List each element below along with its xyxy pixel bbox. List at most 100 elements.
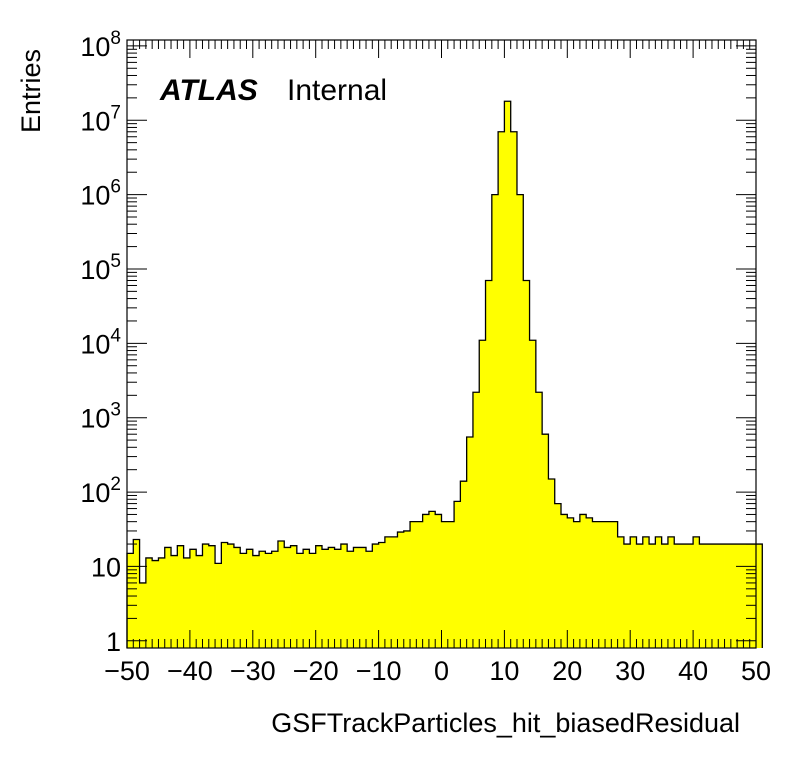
histogram-bin [309, 553, 317, 648]
histogram-bin [359, 547, 367, 648]
y-tick-label: 105 [80, 251, 121, 285]
histogram-bin [756, 544, 763, 648]
histogram-bin [472, 392, 480, 648]
y-tick-label: 108 [80, 28, 121, 62]
histogram-bin [699, 544, 707, 648]
histogram-bin [711, 544, 719, 648]
y-tick-label: 106 [80, 177, 121, 211]
y-tick-label: 10 [91, 552, 121, 582]
x-tick-label: 30 [615, 656, 645, 686]
histogram-bin [535, 392, 543, 648]
histogram-bin [649, 544, 656, 648]
histogram-bin [636, 544, 644, 648]
histogram-bin [516, 194, 524, 649]
histogram-bin [416, 521, 424, 648]
histogram-bin [215, 563, 222, 648]
x-tick-label: −50 [104, 656, 150, 686]
y-tick-label: 104 [80, 325, 121, 359]
histogram-bin [164, 547, 172, 648]
histogram-bin [561, 514, 568, 648]
histogram-bin [340, 544, 348, 648]
histogram-bin [221, 542, 229, 648]
histogram-bin [611, 521, 619, 648]
x-tick-label: −30 [230, 656, 276, 686]
histogram-bin [391, 536, 398, 648]
histogram-bin [592, 521, 600, 648]
histogram-bin [491, 194, 499, 649]
histogram-bin [598, 521, 606, 648]
histogram-bin [642, 536, 650, 648]
histogram-bin [353, 547, 361, 648]
x-axis-tick-labels: −50 −40 −30 −20 −10 0 10 20 30 40 50 [104, 656, 771, 686]
histogram-bin [303, 549, 310, 648]
histogram-bin [227, 544, 235, 648]
histogram-bin [510, 131, 518, 648]
histogram-bin [554, 503, 562, 648]
histogram-bin [730, 544, 738, 648]
histogram-bin [667, 536, 675, 648]
y-tick-label: 102 [80, 474, 121, 508]
atlas-label-status: Internal [287, 74, 387, 107]
histogram-bin [133, 539, 140, 648]
histogram-bin [127, 553, 134, 648]
histogram-bin [290, 545, 298, 648]
histogram-bin [410, 521, 417, 648]
y-axis-title: Entries [16, 49, 46, 133]
x-tick-label: −10 [356, 656, 402, 686]
histogram-bin [265, 553, 273, 648]
histogram-bin [661, 544, 669, 648]
x-tick-label: 0 [434, 656, 449, 686]
histogram-bin [246, 549, 254, 648]
histogram-outline [126, 100, 763, 648]
histogram-bin [705, 544, 713, 648]
histogram-bin [372, 544, 379, 648]
histogram-bin [737, 544, 744, 648]
histogram-bin [145, 557, 153, 648]
histogram-bin [277, 540, 285, 648]
histogram-bin [460, 481, 468, 648]
histogram-bin [680, 544, 688, 648]
atlas-label: ATLAS Internal [159, 74, 387, 107]
histogram-bin [485, 280, 493, 648]
histogram-bin [397, 532, 405, 648]
histogram-bin [655, 536, 663, 648]
histogram-bin [366, 551, 373, 648]
histogram-bin [233, 547, 241, 648]
histogram-bin [284, 547, 291, 648]
histogram-bin [567, 517, 574, 648]
y-tick-label: 1 [106, 627, 121, 657]
histogram-bin [240, 553, 247, 648]
x-tick-label: −20 [293, 656, 339, 686]
histogram-bin [252, 555, 260, 648]
histogram-bin [479, 340, 486, 648]
histogram-bin [498, 131, 505, 648]
histogram-bin [321, 549, 329, 648]
histogram-bin [202, 544, 210, 648]
histogram-bin [347, 551, 354, 648]
histogram-bin [428, 511, 436, 648]
x-tick-label: 20 [552, 656, 582, 686]
histogram-bin [447, 521, 455, 648]
histogram-bin [378, 542, 386, 648]
histogram-bin [466, 437, 474, 648]
y-axis-tick-labels: 1 10 102 103 104 105 106 107 108 [80, 28, 121, 657]
histogram-bin [328, 547, 335, 648]
histogram-bin [152, 560, 159, 648]
histogram-bin [315, 545, 323, 648]
histogram-bin [529, 340, 537, 648]
histogram-bin [422, 514, 430, 648]
histogram-bin [177, 545, 185, 648]
histogram-bin [718, 544, 725, 648]
histogram-bin [686, 544, 694, 648]
histogram-bin [296, 553, 304, 648]
histogram-bin [208, 545, 216, 648]
histogram-bin [183, 557, 191, 648]
histogram-bin [189, 549, 197, 648]
histogram-bin [605, 521, 612, 648]
histogram-bin [523, 280, 530, 648]
y-tick-label: 103 [80, 400, 121, 434]
y-axis-ticks [127, 45, 756, 642]
histogram-bin [334, 549, 342, 648]
histogram-bin [674, 544, 681, 648]
